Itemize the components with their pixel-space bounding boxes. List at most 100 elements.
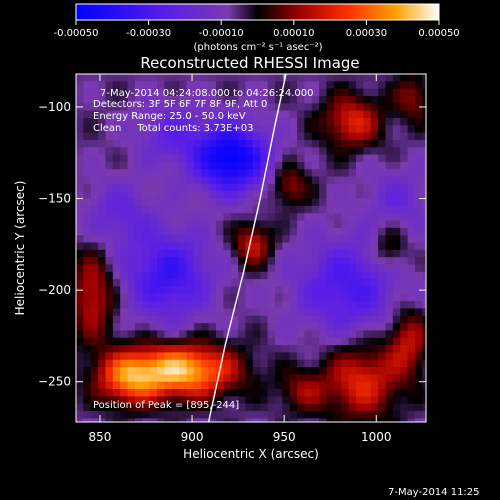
heatmap-cell — [422, 374, 426, 383]
heatmap-cell — [216, 279, 224, 288]
heatmap-cell — [356, 220, 364, 229]
heatmap-cell — [230, 264, 239, 273]
heatmap-cell — [311, 147, 320, 156]
heatmap-cell — [267, 337, 276, 346]
heatmap-cell — [260, 242, 269, 251]
heatmap-cell — [311, 81, 320, 90]
heatmap-cell — [297, 161, 306, 170]
heatmap-cell — [164, 264, 173, 273]
heatmap-cell — [407, 235, 416, 244]
heatmap-cell — [105, 242, 114, 251]
heatmap-cell — [179, 345, 188, 353]
heatmap-cell — [142, 352, 151, 361]
heatmap-cell — [274, 81, 283, 90]
heatmap-cell — [171, 147, 180, 156]
heatmap-cell — [142, 169, 151, 178]
heatmap-cell — [348, 169, 357, 178]
heatmap-cell — [252, 308, 261, 317]
heatmap-cell — [157, 345, 166, 353]
heatmap-cell — [98, 213, 107, 222]
heatmap-cell — [171, 220, 180, 229]
heatmap-cell — [274, 191, 283, 200]
heatmap-cell — [385, 323, 394, 332]
heatmap-cell — [105, 81, 114, 90]
heatmap-cell — [149, 220, 158, 229]
heatmap-cell — [348, 95, 357, 104]
heatmap-cell — [297, 345, 306, 353]
heatmap-cell — [297, 257, 306, 266]
heatmap-cell — [149, 308, 158, 317]
heatmap-cell — [319, 176, 328, 185]
heatmap-cell — [304, 154, 313, 163]
heatmap-cell — [98, 411, 107, 419]
heatmap-cell — [274, 125, 283, 134]
heatmap-cell — [149, 374, 158, 383]
heatmap-cell — [282, 220, 291, 229]
heatmap-cell — [157, 117, 166, 126]
heatmap-cell — [282, 88, 291, 97]
heatmap-cell — [142, 117, 151, 126]
heatmap-cell — [422, 293, 426, 302]
heatmap-cell — [134, 183, 143, 192]
heatmap-cell — [385, 139, 394, 148]
heatmap-cell — [164, 308, 173, 317]
heatmap-cell — [370, 154, 379, 163]
heatmap-cell — [216, 220, 224, 229]
heatmap-cell — [186, 279, 195, 288]
heatmap-cell — [333, 191, 342, 200]
heatmap-cell — [120, 315, 129, 324]
heatmap-cell — [157, 403, 166, 412]
heatmap-cell — [348, 213, 357, 222]
heatmap-cell — [245, 117, 254, 126]
heatmap-cell — [193, 279, 202, 288]
heatmap-cell — [193, 403, 202, 412]
heatmap-cell — [238, 227, 247, 236]
heatmap-cell — [348, 367, 357, 375]
heatmap-cell — [98, 198, 107, 207]
heatmap-cell — [378, 418, 387, 422]
heatmap-cell — [216, 81, 224, 90]
heatmap-cell — [134, 125, 143, 134]
heatmap-cell — [414, 359, 423, 368]
heatmap-cell — [245, 330, 254, 339]
heatmap-cell — [164, 213, 173, 222]
heatmap-cell — [274, 198, 283, 207]
heatmap-cell — [385, 374, 394, 383]
heatmap-cell — [238, 169, 247, 178]
heatmap-cell — [341, 330, 350, 339]
heatmap-cell — [157, 183, 166, 192]
heatmap-cell — [157, 330, 166, 339]
heatmap-cell — [392, 235, 401, 244]
heatmap-cell — [245, 198, 254, 207]
heatmap-cell — [112, 323, 121, 332]
heatmap-cell — [208, 242, 217, 251]
heatmap-cell — [392, 418, 401, 422]
heatmap-cell — [193, 308, 202, 317]
heatmap-cell — [157, 315, 166, 324]
heatmap-cell — [171, 301, 180, 310]
heatmap-cell — [267, 330, 276, 339]
heatmap-cell — [201, 315, 210, 324]
heatmap-cell — [230, 352, 239, 361]
heatmap-cell — [282, 95, 291, 104]
heatmap-cell — [319, 125, 328, 134]
heatmap-cell — [311, 220, 320, 229]
heatmap-cell — [370, 389, 379, 397]
heatmap-cell — [274, 411, 283, 419]
heatmap-cell — [289, 411, 298, 419]
heatmap-cell — [157, 367, 166, 375]
heatmap-cell — [311, 293, 320, 302]
heatmap-cell — [422, 235, 426, 244]
heatmap-cell — [201, 337, 210, 346]
heatmap-cell — [186, 367, 195, 375]
heatmap-cell — [142, 125, 151, 134]
heatmap-cell — [356, 367, 364, 375]
heatmap-cell — [76, 293, 84, 302]
heatmap-cell — [333, 337, 342, 346]
heatmap-cell — [76, 345, 84, 353]
heatmap-cell — [112, 308, 121, 317]
heatmap-cell — [274, 205, 283, 214]
heatmap-cell — [157, 227, 166, 236]
heatmap-cell — [76, 220, 84, 229]
heatmap-cell — [127, 205, 136, 214]
